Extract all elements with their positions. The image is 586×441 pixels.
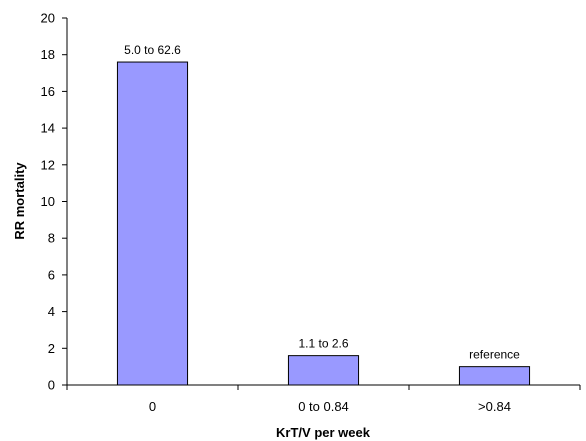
- x-tick-label: 0 to 0.84: [298, 399, 349, 414]
- y-tick-label: 18: [41, 47, 55, 62]
- x-tick-label: >0.84: [478, 399, 511, 414]
- bar: [116, 61, 189, 386]
- y-ticks: 0 2 4 6 8 10 12 14 16 18 20: [41, 11, 67, 393]
- y-tick-label: 0: [48, 378, 55, 393]
- y-tick-label: 14: [41, 121, 55, 136]
- x-ticks: 0 0 to 0.84 >0.84: [66, 385, 581, 414]
- y-tick-label: 2: [48, 341, 55, 356]
- y-axis: 0 2 4 6 8 10 12 14 16 18 20: [41, 11, 68, 393]
- bars: [116, 61, 531, 386]
- y-tick-label: 6: [48, 267, 55, 282]
- data-label: 1.1 to 2.6: [298, 337, 348, 351]
- x-axis: 0 0 to 0.84 >0.84: [66, 384, 581, 414]
- y-axis-title: RR mortality: [12, 162, 27, 240]
- y-tick-label: 20: [41, 11, 55, 26]
- data-label: reference: [469, 348, 520, 362]
- bar: [458, 366, 531, 386]
- y-tick-label: 12: [41, 157, 55, 172]
- y-tick-label: 4: [48, 304, 55, 319]
- y-tick-label: 16: [41, 84, 55, 99]
- bar: [287, 355, 360, 386]
- data-labels: 5.0 to 62.6 1.1 to 2.6 reference: [124, 43, 520, 362]
- y-tick-label: 10: [41, 194, 55, 209]
- x-tick-label: 0: [149, 399, 156, 414]
- y-tick-label: 8: [48, 231, 55, 246]
- data-label: 5.0 to 62.6: [124, 43, 181, 57]
- x-axis-title: KrT/V per week: [276, 425, 371, 440]
